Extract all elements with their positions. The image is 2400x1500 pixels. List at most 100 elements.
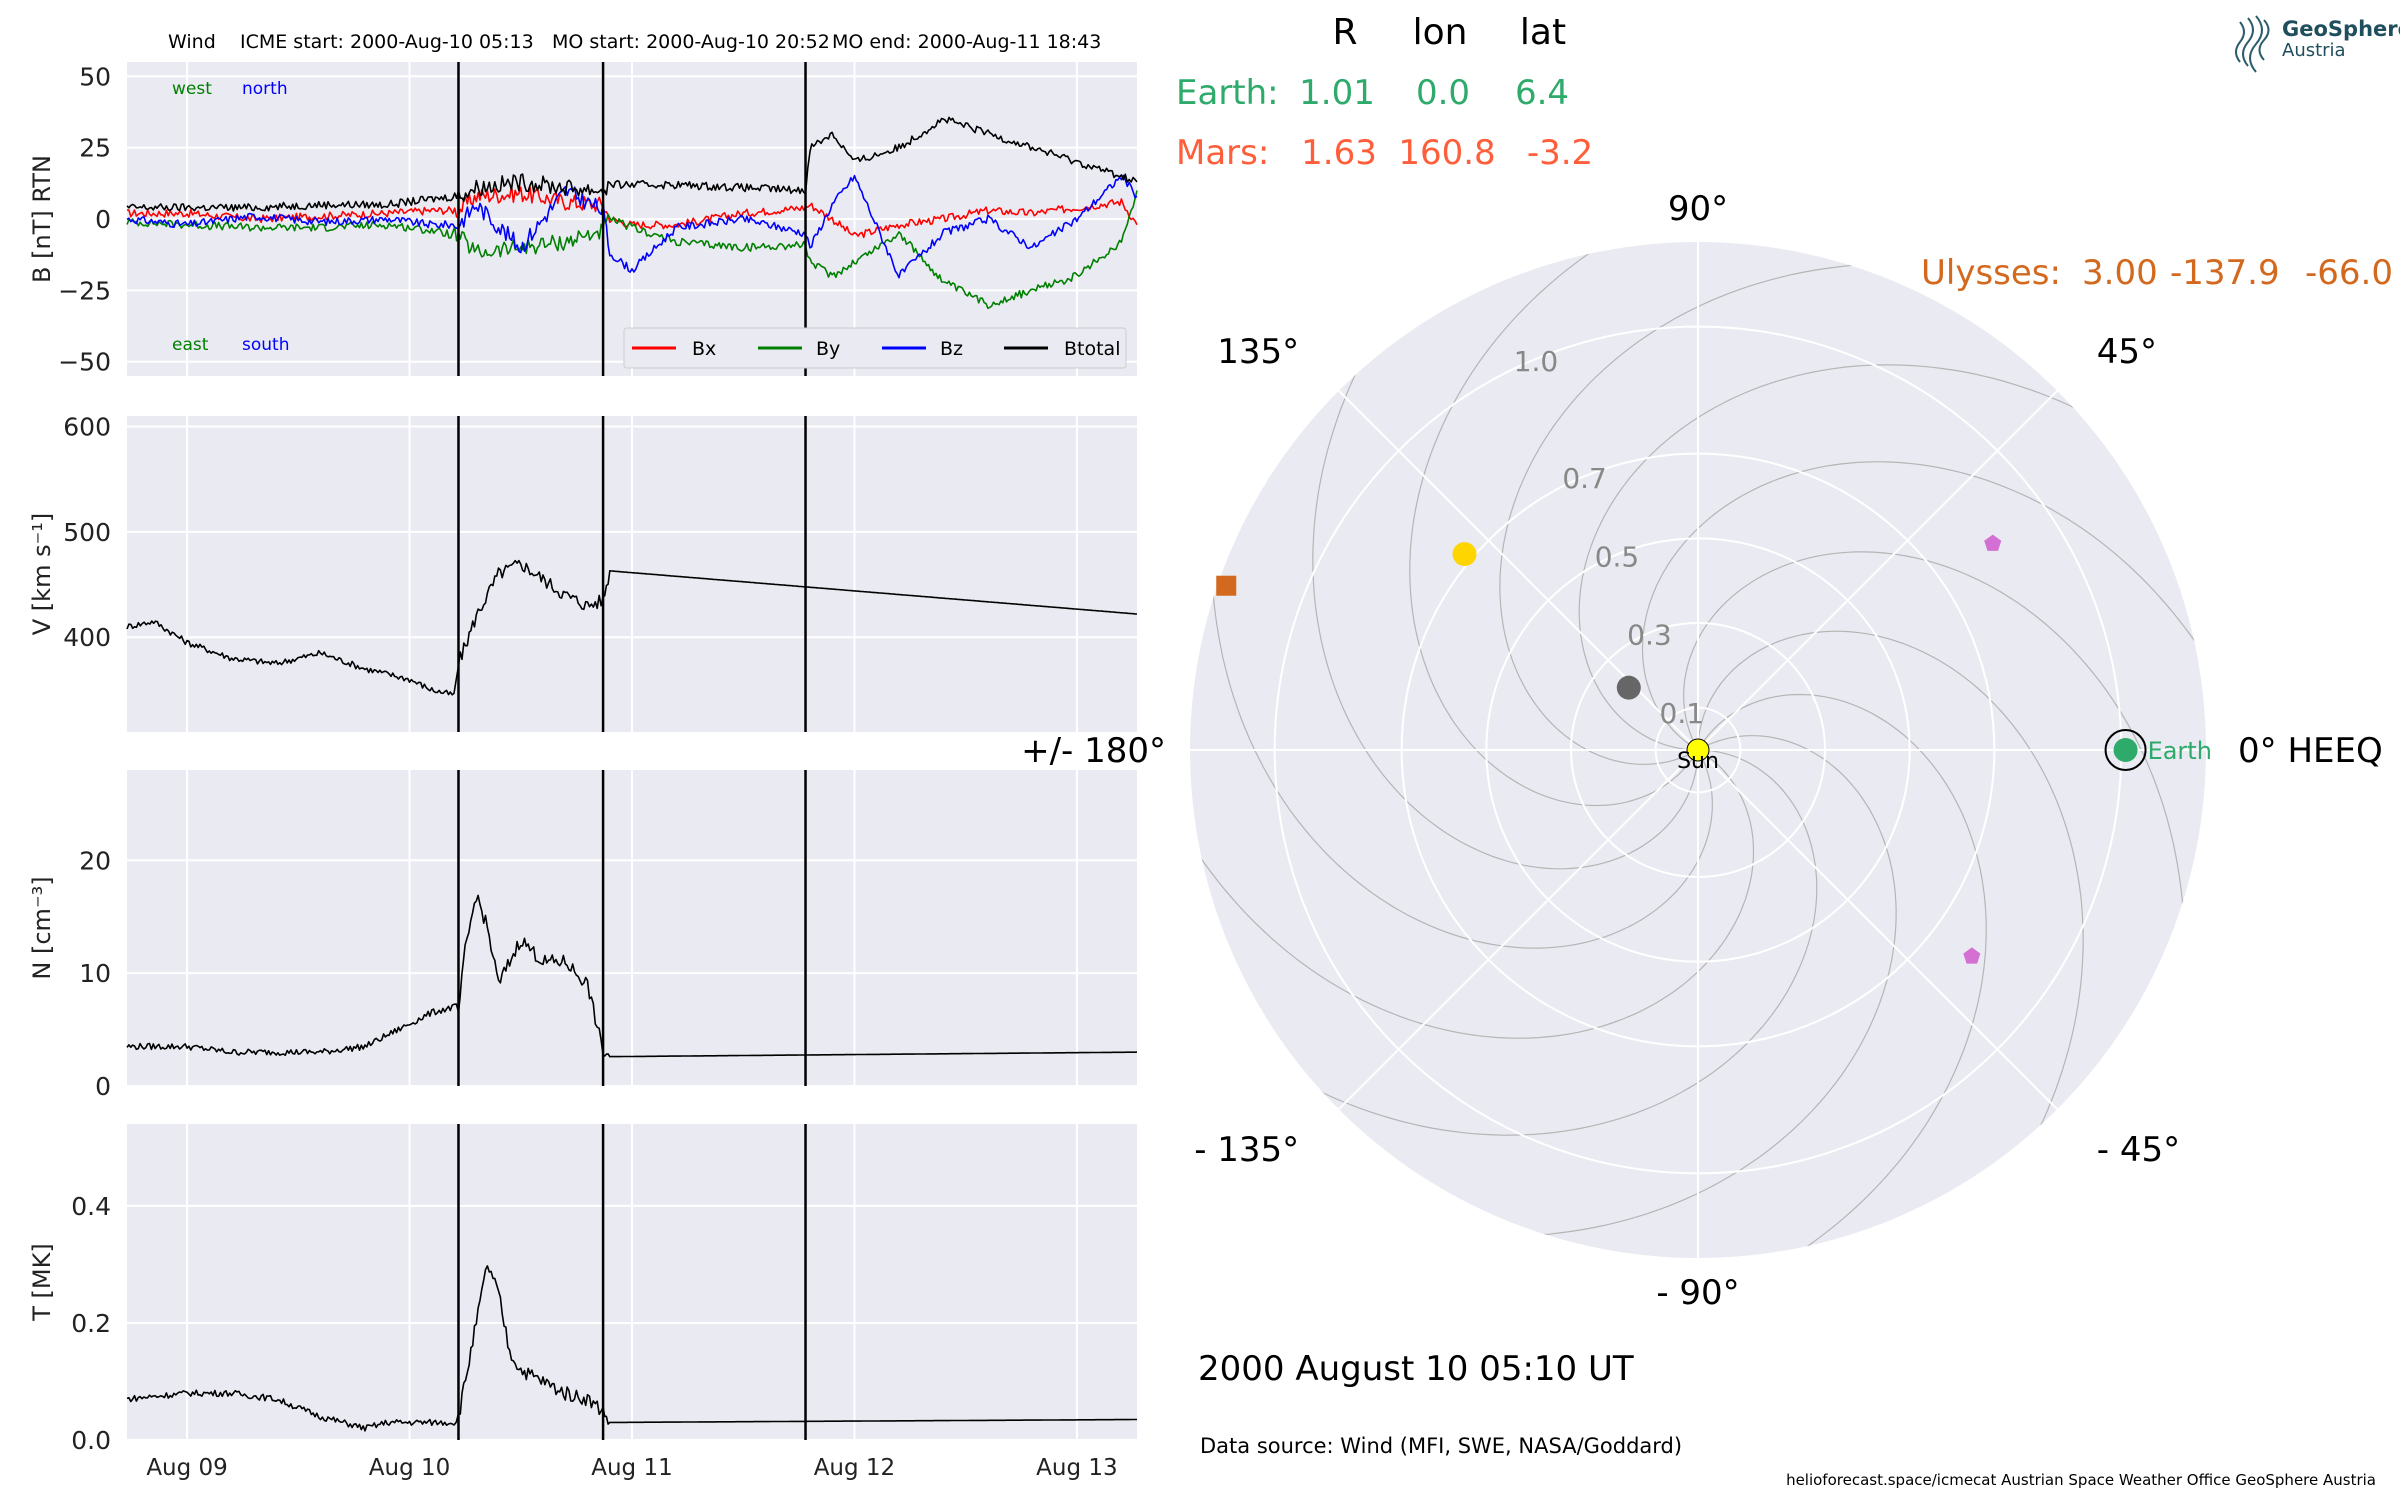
parker-spiral: [1578, 364, 2132, 751]
angle-label: - 135°: [1194, 1130, 1299, 1170]
earth-lon: 0.0: [1416, 73, 1470, 113]
density-ylabel: N [cm⁻³]: [28, 876, 56, 979]
planet-marker-earth: [2113, 738, 2138, 762]
planet-marker-mars: [1216, 575, 1237, 596]
parker-spiral: [1641, 461, 2206, 751]
west-label: west: [172, 79, 212, 99]
parker-spiral: [1499, 262, 1919, 765]
angle-label: - 90°: [1656, 1273, 1739, 1313]
position-table: R lon lat Earth: 1.01 0.0 6.4 Mars: 1.63…: [1176, 12, 2393, 293]
geosphere-logo-icon: [2235, 15, 2270, 73]
legend-btotal: Btotal: [1064, 338, 1120, 360]
sun-marker: [1686, 738, 1710, 762]
icme-start-label: ICME start: 2000-Aug-10 05:13: [240, 31, 534, 53]
mag-legend: Bx By Bz Btotal: [623, 327, 1127, 369]
mag-series-by: [126, 190, 1138, 310]
earth-lat: 6.4: [1515, 73, 1569, 113]
speed-ytick-label: 600: [63, 413, 111, 442]
table-header-r: R: [1332, 12, 1357, 53]
legend-by: By: [816, 338, 840, 360]
mag-series-btotal: [126, 116, 1138, 212]
mag-series-bx: [126, 184, 1138, 239]
density-ytick-label: 0: [95, 1072, 111, 1101]
radial-tick-label: 0.7: [1562, 462, 1607, 495]
north-label: north: [242, 79, 288, 99]
earth-plot-label: Earth: [2148, 737, 2212, 765]
mag-ytick-label: −25: [58, 276, 111, 305]
spacecraft-label: Wind: [168, 31, 216, 53]
mo-end-label: MO end: 2000-Aug-11 18:43: [832, 31, 1101, 53]
mag-series-bz: [126, 174, 1138, 279]
planet-marker-stb: [1963, 947, 1981, 964]
radial-tick-label: 0.3: [1627, 619, 1672, 652]
plot-date: 2000 August 10 05:10 UT: [1198, 1349, 1634, 1389]
mag-ylabel: B [nT] RTN: [28, 155, 56, 283]
planet-marker-sta: [1984, 534, 2002, 551]
mars-row-label: Mars:: [1176, 133, 1269, 173]
temperature-ytick-label: 0.2: [71, 1309, 111, 1338]
parker-spiral: [1697, 693, 1987, 1258]
xtick-label: Aug 13: [1036, 1455, 1118, 1481]
credits: helioforecast.space/icmecat Austrian Spa…: [1786, 1471, 2376, 1489]
angular-spoke: [1338, 749, 1699, 1110]
radial-tick-label: 0.5: [1595, 540, 1640, 573]
speed-ytick-label: 400: [63, 623, 111, 652]
mag-ytick-label: 0: [95, 205, 111, 234]
earth-r: 1.01: [1299, 73, 1375, 113]
data-source: Data source: Wind (MFI, SWE, NASA/Goddar…: [1200, 1434, 1682, 1458]
mars-lon: 160.8: [1398, 133, 1495, 173]
mag-ytick-label: 25: [79, 134, 111, 163]
mag-ytick-label: 50: [79, 62, 111, 91]
temperature-ylabel: T [MK]: [28, 1243, 56, 1321]
earth-marker-ring: [2104, 729, 2147, 771]
parker-spiral: [1190, 749, 1755, 1039]
ulysses-lat: -66.0: [2305, 253, 2393, 293]
temperature-ytick-label: 0.0: [71, 1426, 111, 1455]
ulysses-lon: -137.9: [2170, 253, 2280, 293]
east-label: east: [172, 335, 209, 355]
sun-label: Sun: [1677, 749, 1719, 774]
ulysses-row-label: Ulysses:: [1921, 253, 2061, 293]
mars-lat: -3.2: [1527, 133, 1593, 173]
table-header-lat: lat: [1520, 12, 1566, 53]
xtick-label: Aug 12: [814, 1455, 896, 1481]
parker-spiral: [1312, 316, 1699, 870]
mo-start-label: MO start: 2000-Aug-10 20:52: [552, 31, 830, 53]
xtick-label: Aug 11: [591, 1455, 673, 1481]
logo-line2: Austria: [2282, 40, 2346, 61]
speed-ytick-label: 500: [63, 518, 111, 547]
radial-tick-label: 0.1: [1660, 697, 1705, 730]
angular-spoke: [1697, 390, 2058, 751]
logo-line1: GeoSphere: [2282, 17, 2400, 41]
xtick-label: Aug 10: [369, 1455, 451, 1481]
planet-marker-mercury: [1616, 675, 1641, 700]
geosphere-logo: GeoSphere Austria: [2235, 15, 2400, 73]
angle-label: +/- 180°: [1021, 731, 1166, 771]
speed-series-v: [126, 559, 1138, 696]
parker-spiral: [1210, 529, 1713, 949]
parker-spiral: [1409, 242, 1699, 807]
legend-bx: Bx: [692, 338, 716, 360]
south-label: south: [242, 335, 289, 355]
table-header-lon: lon: [1413, 12, 1468, 53]
planet-marker-venus: [1452, 542, 1477, 567]
parker-spiral: [1697, 630, 2084, 1184]
xtick-label: Aug 09: [146, 1455, 228, 1481]
angle-label: - 45°: [2097, 1130, 2180, 1170]
angle-label: 45°: [2097, 332, 2157, 372]
speed-ylabel: V [km s⁻¹]: [28, 513, 56, 635]
angle-label: 90°: [1668, 189, 1728, 229]
angular-spoke: [1697, 749, 2058, 1110]
temperature-ytick-label: 0.4: [71, 1192, 111, 1221]
angle-label: 0° HEEQ: [2238, 731, 2383, 771]
legend-bz: Bz: [940, 338, 963, 360]
density-series-n: [126, 894, 1138, 1058]
mag-ytick-label: −50: [58, 348, 111, 377]
parker-spiral: [1264, 749, 1818, 1136]
mars-r: 1.63: [1301, 133, 1377, 173]
temperature-series-t: [126, 1265, 1137, 1432]
radial-tick-label: 1.0: [1514, 345, 1559, 378]
density-ytick-label: 10: [79, 959, 111, 988]
parker-spiral: [1477, 735, 1897, 1238]
